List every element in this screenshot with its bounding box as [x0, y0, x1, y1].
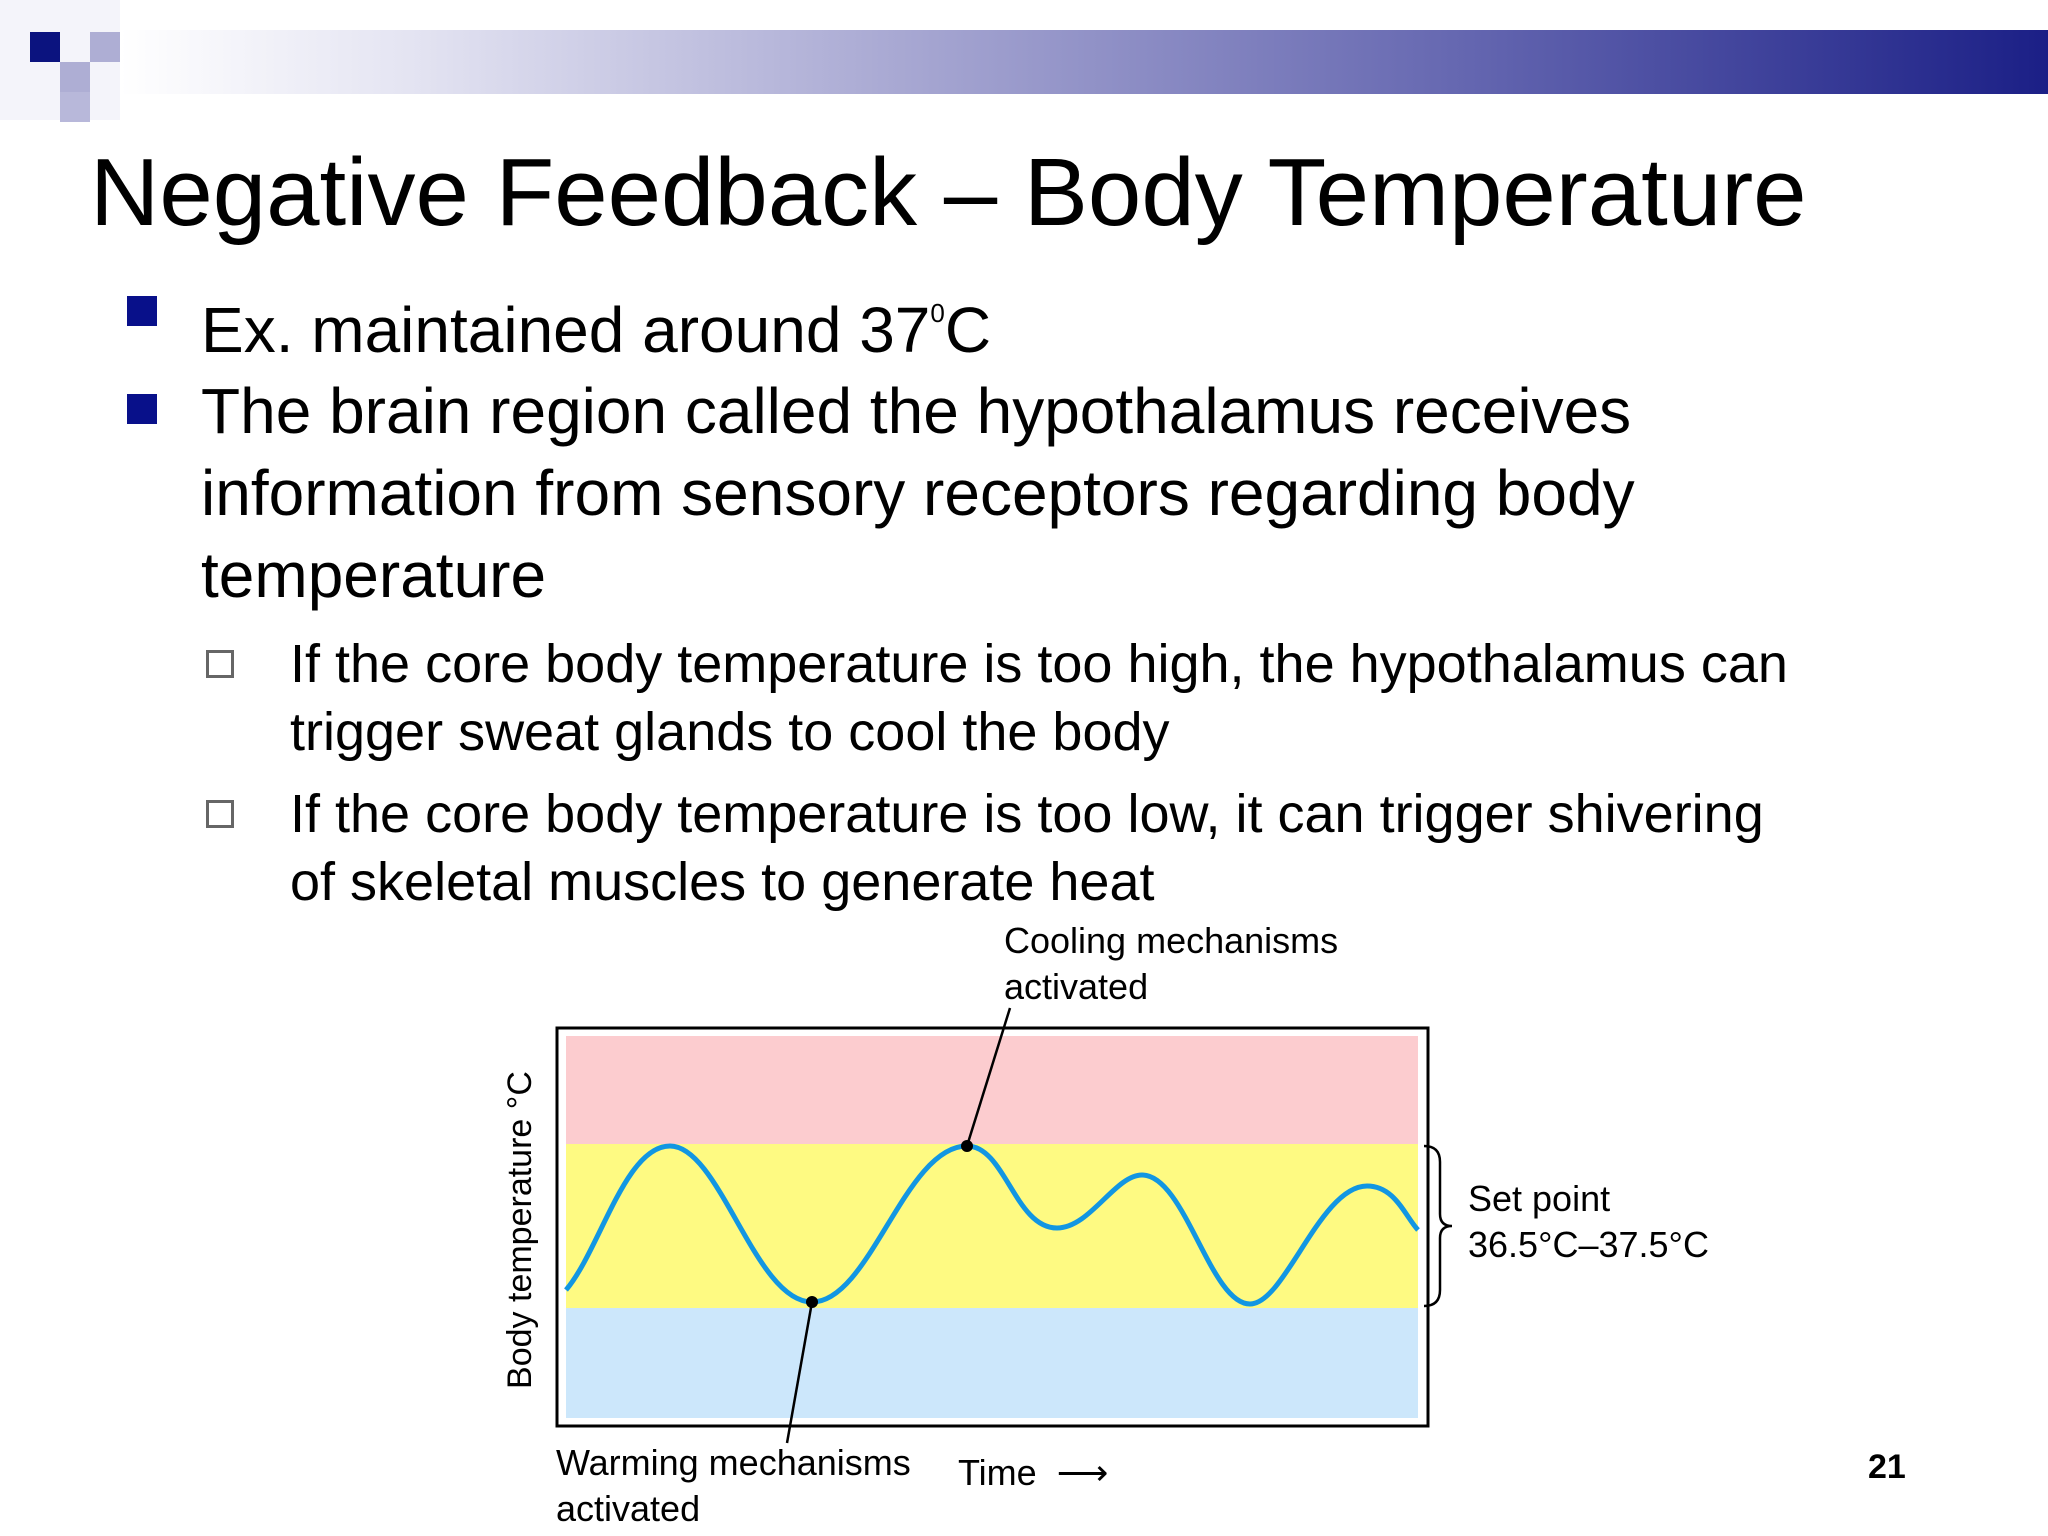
sub-bullet-line: If the core body temperature is too high… — [290, 634, 1788, 694]
hollow-square-bullet-icon — [206, 800, 234, 828]
set-point-zone — [566, 1144, 1418, 1308]
set-point-range: 36.5°C–37.5°C — [1468, 1224, 1709, 1265]
right-arrow-icon: ⟶ — [1056, 1452, 1109, 1493]
cooling-mechanisms-label: Cooling mechanisms activated — [1004, 918, 1338, 1010]
warming-label-line: activated — [556, 1488, 701, 1529]
degree-superscript: 0 — [930, 298, 945, 328]
bullet-text-suffix: C — [944, 294, 992, 366]
set-point-title: Set point — [1468, 1178, 1611, 1219]
header-square — [30, 32, 60, 62]
cooling-activation-dot — [961, 1140, 973, 1152]
bullet-item: The brain region called the hypothalamus… — [127, 370, 1635, 616]
set-point-brace — [1423, 1144, 1453, 1308]
warming-activation-dot — [806, 1296, 818, 1308]
bullet-item: Ex. maintained around 370C — [127, 272, 992, 371]
warming-label-line: Warming mechanisms — [556, 1442, 911, 1483]
bullet-line: temperature — [201, 539, 547, 611]
header-gradient-bar — [120, 30, 2048, 94]
sub-bullet-line: If the core body temperature is too low,… — [290, 784, 1764, 844]
bullet-text: Ex. maintained around 37 — [201, 294, 931, 366]
set-point-label: Set point 36.5°C–37.5°C — [1468, 1176, 1709, 1268]
cooling-pointer-line — [965, 1007, 1012, 1147]
low-temperature-zone — [566, 1308, 1418, 1418]
warming-mechanisms-label: Warming mechanisms activated — [556, 1440, 911, 1532]
sub-bullet-line: of skeletal muscles to generate heat — [290, 852, 1155, 912]
sub-bullet-item: If the core body temperature is too low,… — [206, 780, 1764, 916]
hollow-square-bullet-icon — [206, 650, 234, 678]
sub-bullet-item: If the core body temperature is too high… — [206, 630, 1788, 766]
square-bullet-icon — [127, 394, 157, 424]
header-square — [60, 62, 90, 92]
bullet-line: information from sensory receptors regar… — [201, 457, 1635, 529]
time-axis-label: Time ⟶ — [958, 1450, 1108, 1496]
sub-bullet-line: trigger sweat glands to cool the body — [290, 702, 1170, 762]
temperature-curve — [564, 1143, 1420, 1307]
cooling-label-line: activated — [1004, 966, 1149, 1007]
diagram-frame — [555, 1026, 1430, 1428]
cooling-label-line: Cooling mechanisms — [1004, 920, 1339, 961]
square-bullet-icon — [127, 296, 157, 326]
high-temperature-zone — [566, 1036, 1418, 1144]
y-axis-label: Body temperature °C — [501, 1071, 539, 1389]
header-square — [60, 92, 90, 122]
slide-header — [0, 0, 2048, 140]
warming-pointer-line — [785, 1301, 814, 1444]
bullet-line: The brain region called the hypothalamus… — [201, 375, 1632, 447]
slide-title: Negative Feedback – Body Temperature — [90, 139, 1807, 246]
slide-number: 21 — [1868, 1448, 1906, 1486]
header-square — [90, 32, 120, 62]
time-label-text: Time — [958, 1452, 1037, 1493]
